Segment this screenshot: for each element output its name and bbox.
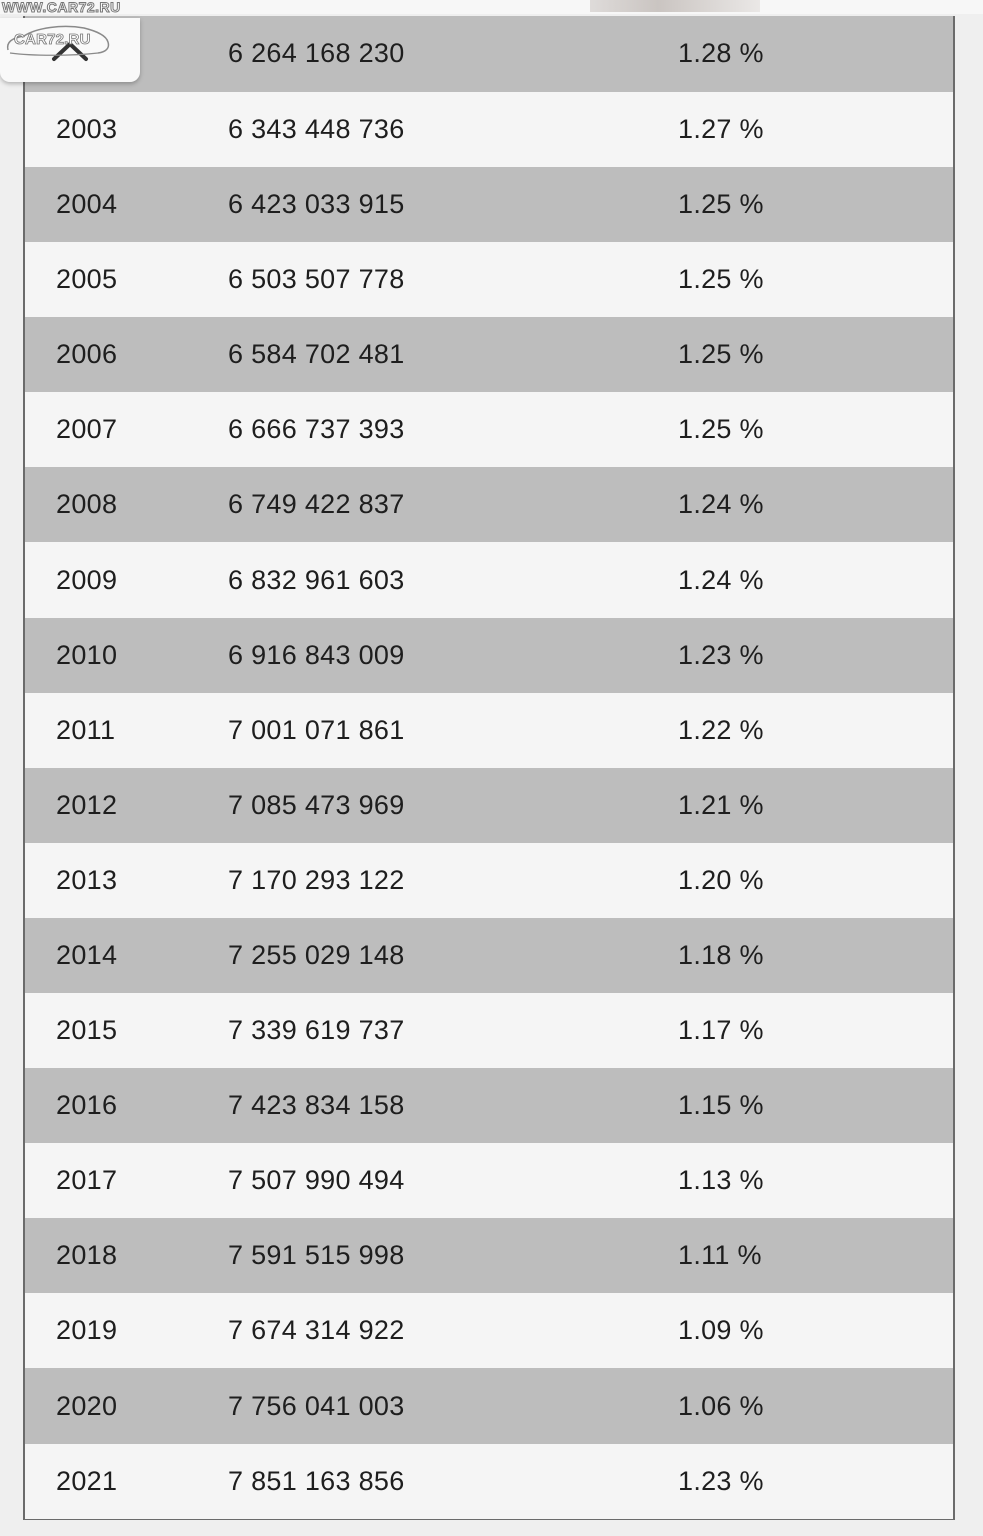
growth-cell: 1.23 % <box>678 1465 764 1496</box>
population-cell: 6 666 737 393 <box>228 414 405 445</box>
growth-cell: 1.25 % <box>678 339 764 370</box>
growth-cell: 1.25 % <box>678 189 764 220</box>
growth-cell: 1.21 % <box>678 789 764 820</box>
population-cell: 7 591 515 998 <box>228 1240 405 1271</box>
table-row: 2016 7 423 834 158 1.15 % <box>25 1068 953 1144</box>
table-row: 2010 6 916 843 009 1.23 % <box>25 617 953 693</box>
year-cell: 2006 <box>56 339 118 370</box>
table-row: 2005 6 503 507 778 1.25 % <box>25 242 953 318</box>
year-cell: 2008 <box>56 489 118 520</box>
growth-cell: 1.23 % <box>678 639 764 670</box>
growth-cell: 1.25 % <box>678 264 764 295</box>
growth-cell: 1.28 % <box>678 38 764 69</box>
growth-cell: 1.09 % <box>678 1315 764 1346</box>
top-strip <box>0 0 983 14</box>
population-cell: 6 343 448 736 <box>228 113 405 144</box>
watermark-logo: CAR72.RU <box>14 31 91 49</box>
year-cell: 2017 <box>56 1165 118 1196</box>
growth-cell: 1.24 % <box>678 489 764 520</box>
table-row: 2008 6 749 422 837 1.24 % <box>25 467 953 543</box>
population-cell: 7 851 163 856 <box>228 1465 405 1496</box>
year-cell: 2016 <box>56 1090 118 1121</box>
watermark-url: WWW.CAR72.RU <box>2 0 121 15</box>
year-cell: 2011 <box>56 714 116 745</box>
population-cell: 6 749 422 837 <box>228 489 405 520</box>
year-cell: 2015 <box>56 1015 118 1046</box>
year-cell: 2018 <box>56 1240 118 1271</box>
table-row: 2004 6 423 033 915 1.25 % <box>25 166 953 243</box>
growth-cell: 1.13 % <box>678 1165 764 1196</box>
population-cell: 7 339 619 737 <box>228 1015 405 1046</box>
table-row: 2019 7 674 314 922 1.09 % <box>25 1293 953 1369</box>
population-cell: 7 255 029 148 <box>228 939 405 970</box>
table-row: 2014 7 255 029 148 1.18 % <box>25 917 953 994</box>
growth-cell: 1.06 % <box>678 1390 764 1421</box>
year-cell: 2012 <box>56 789 118 820</box>
growth-cell: 1.17 % <box>678 1015 764 1046</box>
population-cell: 7 001 071 861 <box>228 714 405 745</box>
table-row: 2018 7 591 515 998 1.11 % <box>25 1218 953 1294</box>
year-cell: 2010 <box>56 639 118 670</box>
year-cell: 2021 <box>56 1465 118 1496</box>
population-cell: 7 085 473 969 <box>228 789 405 820</box>
year-cell: 2019 <box>56 1315 118 1346</box>
table-row: 2020 7 756 041 003 1.06 % <box>25 1368 953 1444</box>
table-row: 2013 7 170 293 122 1.20 % <box>25 842 953 918</box>
table-row: 2003 6 343 448 736 1.27 % <box>25 91 953 167</box>
population-cell: 7 674 314 922 <box>228 1315 405 1346</box>
year-cell: 2020 <box>56 1390 118 1421</box>
year-cell: 2009 <box>56 564 118 595</box>
year-cell: 2003 <box>56 113 118 144</box>
table-row: 6 264 168 230 1.28 % <box>25 16 953 92</box>
population-cell: 6 916 843 009 <box>228 639 405 670</box>
table-row: 2021 7 851 163 856 1.23 % <box>25 1443 953 1519</box>
growth-cell: 1.11 % <box>678 1240 762 1271</box>
population-cell: 6 264 168 230 <box>228 38 405 69</box>
year-cell: 2004 <box>56 189 118 220</box>
growth-cell: 1.18 % <box>678 939 764 970</box>
population-cell: 6 423 033 915 <box>228 189 405 220</box>
growth-cell: 1.27 % <box>678 113 764 144</box>
population-table: 6 264 168 230 1.28 % 2003 6 343 448 736 … <box>25 16 953 1519</box>
table-row: 2007 6 666 737 393 1.25 % <box>25 392 953 468</box>
year-cell: 2014 <box>56 939 118 970</box>
growth-cell: 1.24 % <box>678 564 764 595</box>
table-row: 2006 6 584 702 481 1.25 % <box>25 317 953 393</box>
table-row: 2011 7 001 071 861 1.22 % <box>25 692 953 768</box>
car-logo-icon <box>6 25 110 56</box>
population-cell: 7 756 041 003 <box>228 1390 405 1421</box>
scroll-to-top-button[interactable] <box>0 18 140 82</box>
growth-cell: 1.22 % <box>678 714 764 745</box>
growth-cell: 1.20 % <box>678 864 764 895</box>
table-row: 2017 7 507 990 494 1.13 % <box>25 1143 953 1219</box>
population-cell: 6 832 961 603 <box>228 564 405 595</box>
population-cell: 7 423 834 158 <box>228 1090 405 1121</box>
year-cell: 2007 <box>56 414 118 445</box>
table-row: 2015 7 339 619 737 1.17 % <box>25 993 953 1069</box>
growth-cell: 1.15 % <box>678 1090 764 1121</box>
population-cell: 7 170 293 122 <box>228 864 405 895</box>
header-image <box>590 0 760 12</box>
year-cell: 2013 <box>56 864 118 895</box>
table-row: 2009 6 832 961 603 1.24 % <box>25 542 953 618</box>
growth-cell: 1.25 % <box>678 414 764 445</box>
population-cell: 6 584 702 481 <box>228 339 405 370</box>
population-cell: 7 507 990 494 <box>228 1165 405 1196</box>
table-row: 2012 7 085 473 969 1.21 % <box>25 767 953 843</box>
population-cell: 6 503 507 778 <box>228 264 405 295</box>
year-cell: 2005 <box>56 264 118 295</box>
